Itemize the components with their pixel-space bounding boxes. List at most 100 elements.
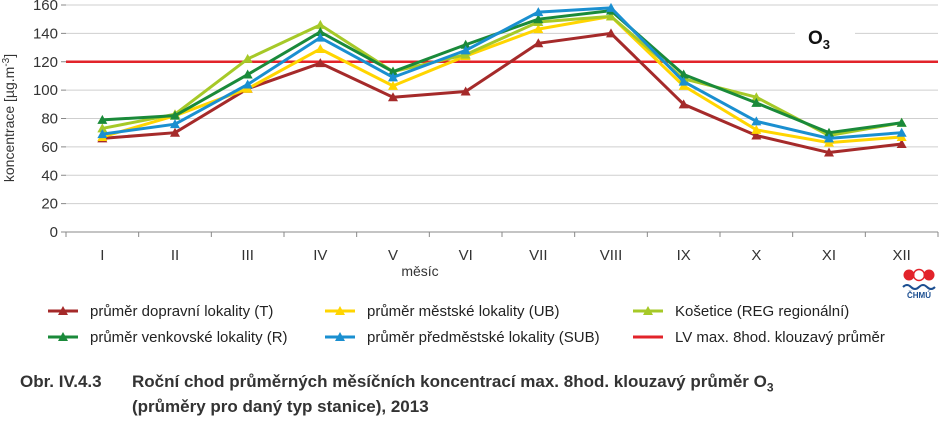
series-line-ub xyxy=(101,14,902,145)
data-point-reg xyxy=(242,53,253,63)
data-point-sub xyxy=(460,45,471,55)
x-tick-label: X xyxy=(751,247,761,264)
legend-item-sub: průměr předměstské lokality (SUB) xyxy=(325,329,600,346)
x-tick-label: IX xyxy=(677,247,691,264)
data-point-reg xyxy=(97,123,108,133)
data-point-t xyxy=(751,130,762,140)
data-point-sub xyxy=(388,72,398,82)
data-point-sub xyxy=(315,32,326,42)
data-point-t xyxy=(533,38,544,48)
y-tick-label: 20 xyxy=(41,196,58,213)
x-tick-label: VI xyxy=(459,247,473,264)
y-axis-title: koncentrace [µg.m-3] xyxy=(1,54,18,182)
data-point-reg xyxy=(315,19,326,29)
o3-annotation: O3 xyxy=(795,24,855,52)
series-line-r xyxy=(102,9,902,135)
data-point-sub xyxy=(606,2,616,12)
x-tick-label: VII xyxy=(529,247,547,264)
x-tick-label: III xyxy=(241,247,254,264)
legend-label: průměr předměstské lokality (SUB) xyxy=(367,329,600,346)
legend-item-ub: průměr městské lokality (UB) xyxy=(325,303,560,320)
data-point-sub xyxy=(242,79,253,89)
caption-line-1: Roční chod průměrných měsíčních koncentr… xyxy=(132,372,767,391)
data-point-t xyxy=(824,147,834,157)
data-point-sub xyxy=(824,133,834,143)
series-line-sub xyxy=(102,6,902,140)
legend-marker xyxy=(335,332,345,341)
data-point-t xyxy=(315,58,326,68)
y-tick-label: 100 xyxy=(33,82,58,99)
x-tick-label: V xyxy=(388,247,398,264)
data-point-t xyxy=(678,99,689,109)
x-axis-ticks: I II III IV V VI VII VIII IX X XI XII xyxy=(65,232,939,264)
data-point-r xyxy=(97,114,108,124)
x-tick-label: II xyxy=(171,247,179,264)
data-point-t xyxy=(388,92,398,102)
chmu-logo: ČHMÚ xyxy=(895,266,943,316)
legend-marker xyxy=(58,306,68,315)
y-tick-label: 80 xyxy=(41,111,58,128)
data-point-reg xyxy=(606,11,616,21)
legend-label: průměr venkovské lokality (R) xyxy=(90,329,288,346)
series-line-reg xyxy=(102,14,902,138)
x-tick-label: XII xyxy=(892,247,910,264)
data-point-r xyxy=(896,117,907,127)
data-point-ub xyxy=(315,43,326,53)
data-point-sub xyxy=(533,7,544,17)
y-tick-label: 160 xyxy=(33,0,58,14)
legend-marker xyxy=(335,306,345,315)
y-tick-label: 0 xyxy=(50,224,58,241)
data-point-ub xyxy=(388,80,398,90)
legend-label: Košetice (REG regionální) xyxy=(675,303,849,320)
data-point-sub xyxy=(678,76,689,86)
legend-marker xyxy=(643,306,653,315)
series-r xyxy=(97,5,907,137)
x-tick-label: XI xyxy=(822,247,836,264)
data-point-r xyxy=(170,110,180,120)
x-tick-label: IV xyxy=(313,247,327,264)
data-point-sub xyxy=(751,116,762,126)
series-lines xyxy=(97,2,907,157)
legend-marker xyxy=(58,332,68,341)
data-point-r xyxy=(315,26,326,36)
data-point-ub xyxy=(533,24,544,34)
legend-item-limit: LV max. 8hod. klouzavý průměr xyxy=(633,329,885,346)
y-tick-label: 40 xyxy=(41,167,58,184)
y-tick-label: 140 xyxy=(33,25,58,42)
data-point-t xyxy=(460,86,471,96)
data-point-t xyxy=(606,28,616,38)
legend-label: průměr dopravní lokality (T) xyxy=(90,303,273,320)
data-point-r xyxy=(388,66,398,76)
data-point-r xyxy=(751,97,762,107)
caption-subscript: 3 xyxy=(766,380,774,395)
y-tick-label: 120 xyxy=(33,54,58,71)
data-point-t xyxy=(896,139,907,149)
legend: průměr dopravní lokality (T) průměr městs… xyxy=(48,303,885,346)
data-point-r xyxy=(678,69,689,79)
series-sub xyxy=(97,2,907,143)
figure-caption: Obr. IV.4.3 Roční chod průměrných měsíční… xyxy=(20,372,935,417)
legend-item-r: průměr venkovské lokality (R) xyxy=(48,329,288,346)
data-point-reg xyxy=(751,92,762,102)
data-point-r xyxy=(824,127,834,137)
legend-label: průměr městské lokality (UB) xyxy=(367,303,560,320)
legend-item-t: průměr dopravní lokality (T) xyxy=(48,303,273,320)
data-point-r xyxy=(533,14,544,24)
data-point-sub xyxy=(170,119,180,129)
x-tick-label: I xyxy=(100,247,104,264)
y-axis-ticks: 0 20 40 60 80 100 120 140 160 xyxy=(33,0,66,241)
data-point-sub xyxy=(896,127,907,137)
figure-number: Obr. IV.4.3 xyxy=(20,372,102,391)
legend-label: LV max. 8hod. klouzavý průměr xyxy=(675,329,885,346)
caption-line-2: (průměry pro daný typ stanice), 2013 xyxy=(132,397,429,417)
legend-item-reg: Košetice (REG regionální) xyxy=(633,303,849,320)
chmu-logo-text: ČHMÚ xyxy=(907,291,931,300)
x-tick-label: VIII xyxy=(600,247,623,264)
data-point-r xyxy=(242,69,253,79)
y-tick-label: 60 xyxy=(41,139,58,156)
series-line-t xyxy=(102,31,902,155)
chmu-logo-icon xyxy=(902,268,936,290)
data-point-t xyxy=(170,127,180,137)
x-axis-title: měsíc xyxy=(401,263,438,279)
